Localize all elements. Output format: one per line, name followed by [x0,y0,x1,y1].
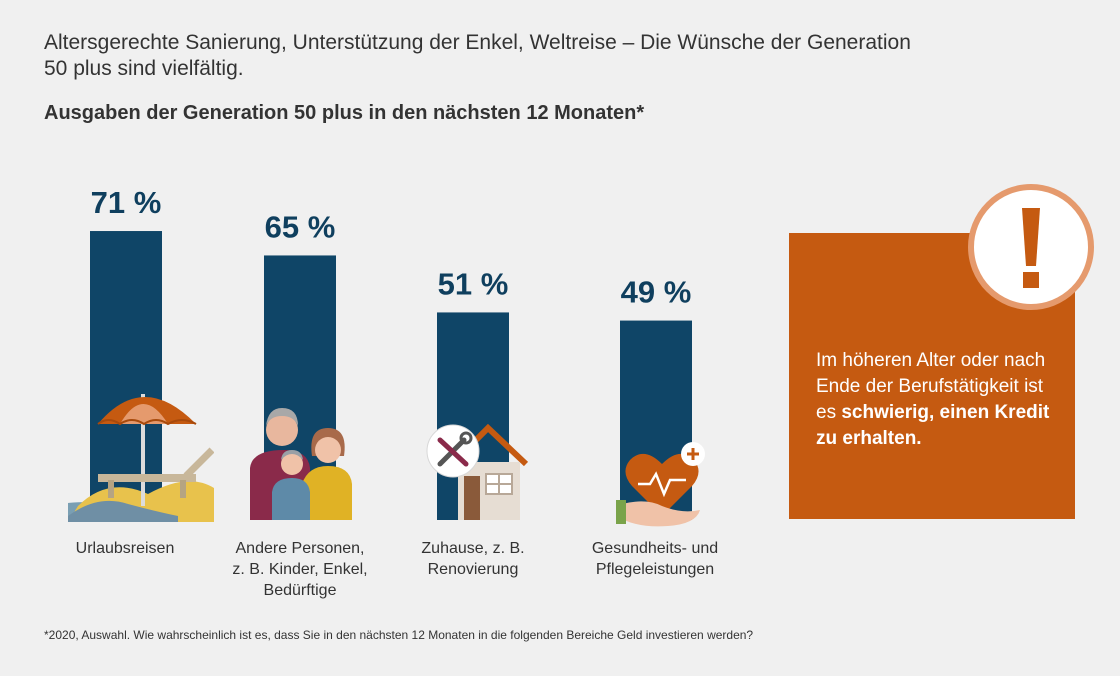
intro-text: Altersgerechte Sanierung, Unterstützung … [44,31,911,80]
callout-text-plain: Im höheren Alter oder nach Ende der Beru… [816,350,1046,423]
value-label-0: 71 % [91,185,162,220]
callout-text: Im höheren Alter oder nach Ende der Beru… [816,348,1066,452]
bar-0 [90,231,162,520]
chart-subtitle: Ausgaben der Generation 50 plus in den n… [44,102,645,124]
house-tools-icon [426,424,529,520]
footnote: *2020, Auswahl. Wie wahrscheinlich ist e… [44,628,754,642]
value-label-3: 49 % [621,275,692,310]
value-label-1: 65 % [265,209,336,244]
heart-hand-icon [616,442,705,527]
category-label-1: Andere Personen, z. B. Kinder, Enkel, Be… [232,540,368,599]
category-label-0: Urlaubsreisen [75,540,175,557]
family-icon [250,408,352,520]
callout-text-bold: schwierig, einen Kredit zu erhalten. [816,402,1050,449]
category-label-2: Zuhause, z. B. Renovierung [421,540,525,578]
beach-umbrella-icon [68,394,214,522]
exclamation-icon [968,184,1094,310]
value-label-2: 51 % [438,266,509,301]
category-label-3: Gesundheits- und Pflegeleistungen [591,540,719,578]
